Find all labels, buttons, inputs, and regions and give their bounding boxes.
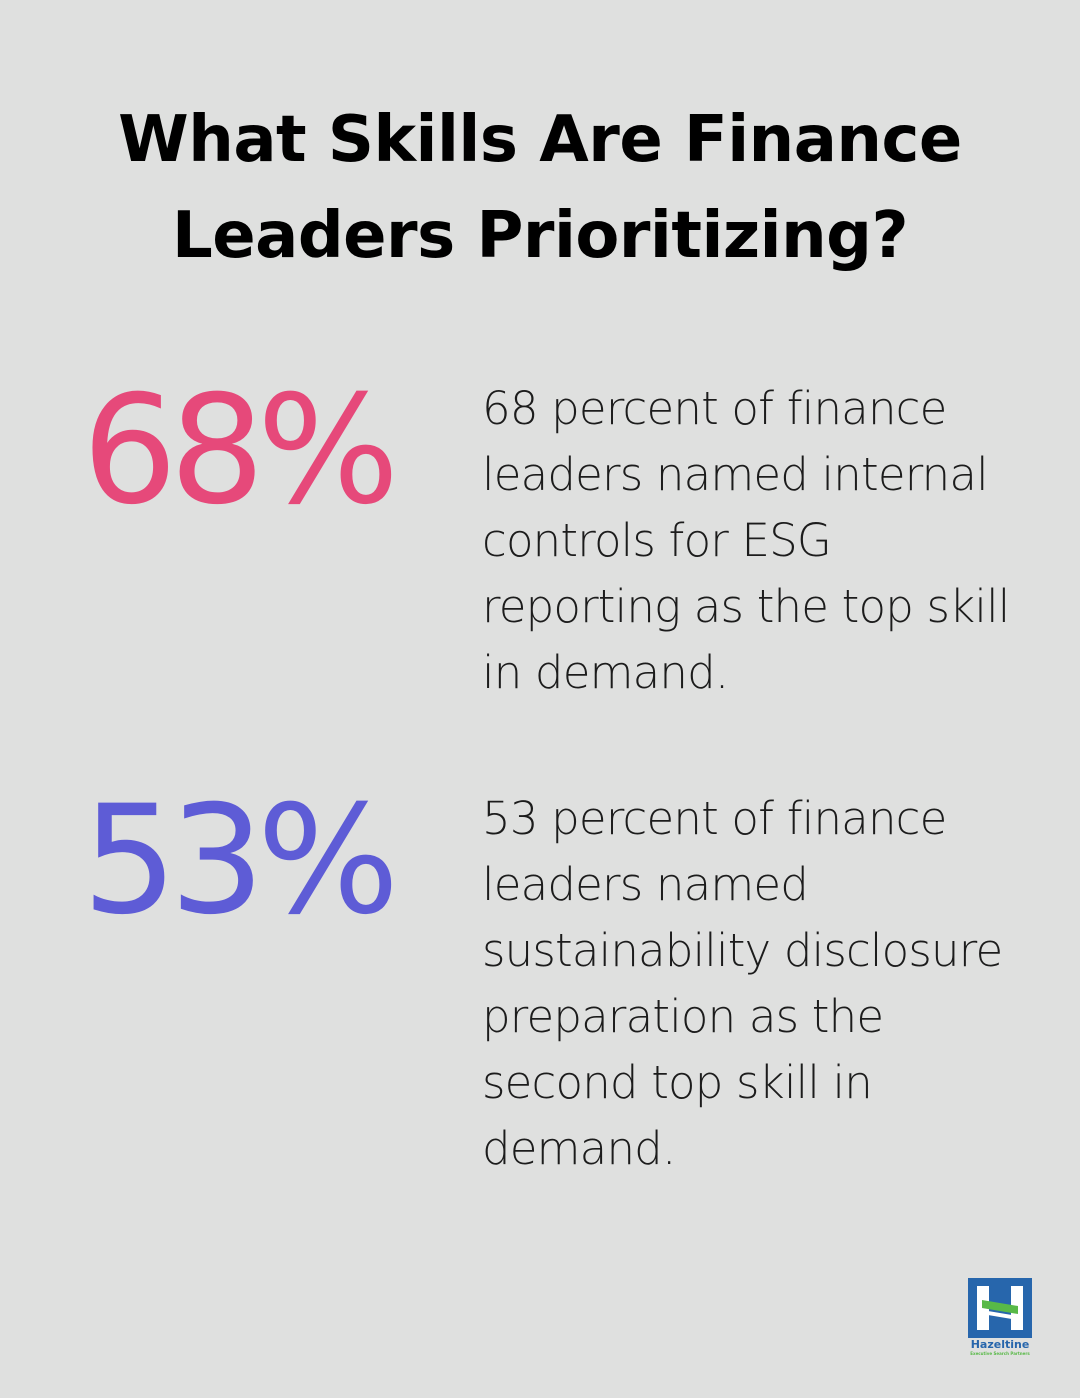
stat-description: 68 percent of finance leaders named inte… [482,382,1010,699]
hazeltine-logo: Hazeltine Executive Search Partners [966,1278,1034,1360]
page-title: What Skills Are Finance Leaders Prioriti… [118,103,962,273]
hazeltine-logo-icon [968,1278,1032,1338]
stat-value: 53% [82,774,399,948]
stat-description: 53 percent of finance leaders named sust… [482,792,1003,1175]
logo-name: Hazeltine [970,1338,1030,1351]
stat-value: 68% [82,364,399,538]
logo-tagline: Executive Search Partners [970,1351,1030,1356]
